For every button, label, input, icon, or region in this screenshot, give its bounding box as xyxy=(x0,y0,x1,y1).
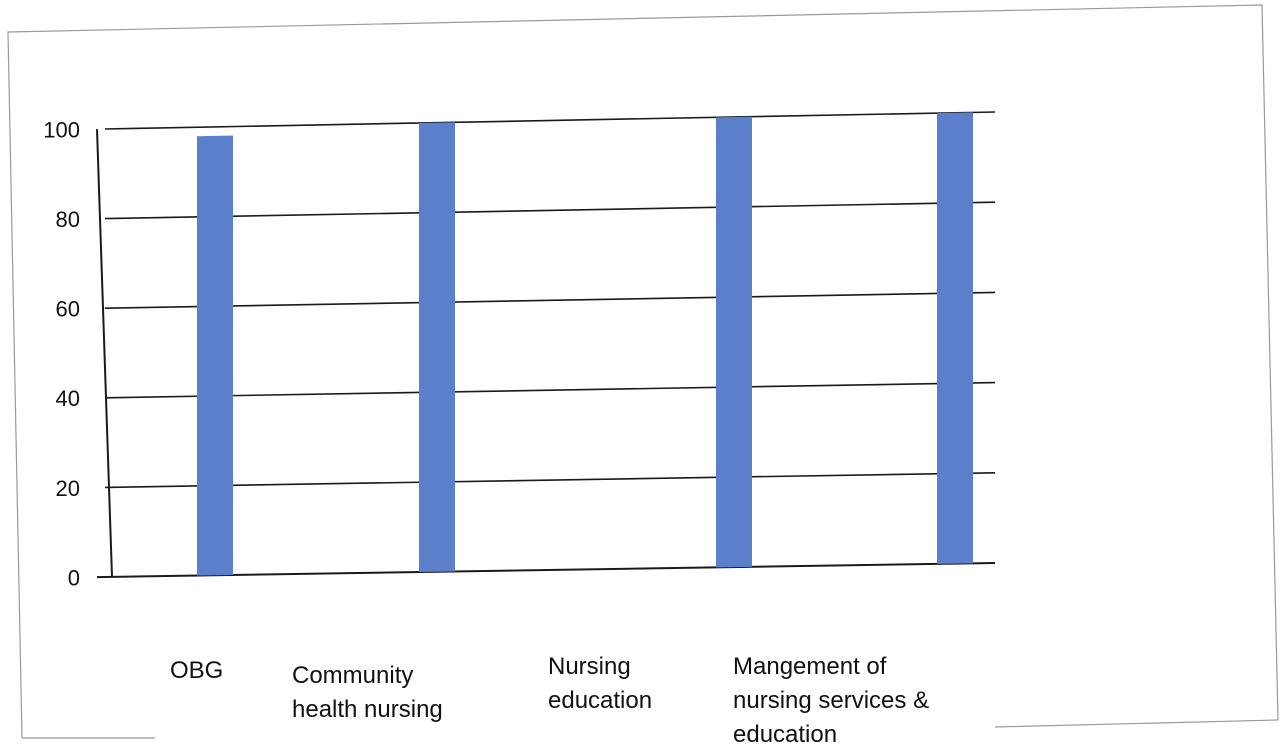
x-axis-line xyxy=(96,562,996,579)
gridline-80 xyxy=(104,201,996,220)
gridlines xyxy=(104,111,996,489)
bar-4 xyxy=(716,116,752,568)
y-tick-label-60: 60 xyxy=(56,297,80,322)
y-axis-line xyxy=(96,129,113,577)
bar-2 xyxy=(419,122,455,573)
bar-1 xyxy=(197,135,233,576)
category-label-3-line-1: Nursing xyxy=(548,653,631,680)
axes xyxy=(96,129,996,579)
bars xyxy=(197,112,973,576)
category-label-1: OBG xyxy=(170,657,223,684)
bar-5 xyxy=(937,112,973,564)
category-label-2-line-2: health nursing xyxy=(292,696,443,723)
category-label-2: Community health nursing xyxy=(292,662,443,723)
category-label-4: Mangement of nursing services & education xyxy=(733,653,929,748)
y-axis-tick-labels: 0 20 40 60 80 100 xyxy=(43,117,80,590)
y-tick-label-0: 0 xyxy=(68,565,80,590)
category-label-4-line-1: Mangement of xyxy=(733,653,887,680)
category-label-4-line-3: education xyxy=(733,721,837,748)
gridline-40 xyxy=(104,381,996,399)
y-tick-label-80: 80 xyxy=(56,207,80,232)
y-tick-label-100: 100 xyxy=(43,117,80,142)
gridline-100 xyxy=(104,111,996,130)
y-tick-label-40: 40 xyxy=(56,386,80,411)
category-label-3: Nursing education xyxy=(548,653,652,714)
x-axis-category-labels: OBG Community health nursing Nursing educati… xyxy=(170,653,929,748)
category-label-3-line-2: education xyxy=(548,687,652,714)
category-label-4-line-2: nursing services & xyxy=(733,687,929,714)
chart-border xyxy=(7,4,1279,739)
gridline-20 xyxy=(104,472,996,489)
category-label-1-line-1: OBG xyxy=(170,657,223,684)
gridline-60 xyxy=(104,291,996,309)
category-label-2-line-1: Community xyxy=(292,662,413,689)
y-tick-label-20: 20 xyxy=(56,476,80,501)
